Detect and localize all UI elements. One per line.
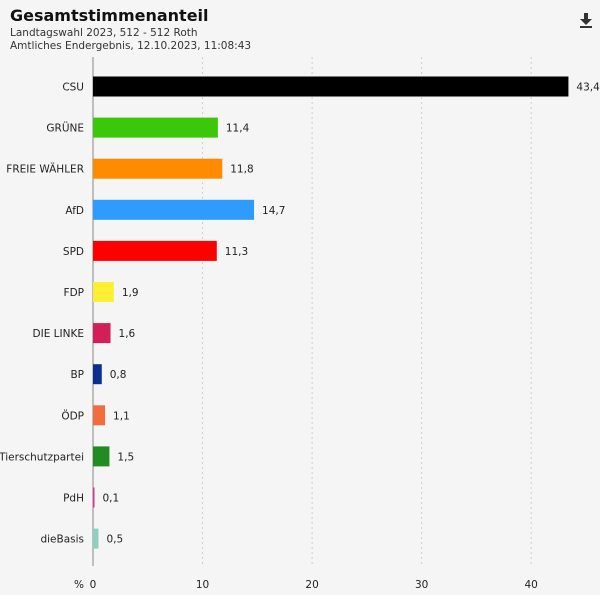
category-label: PdH [63, 493, 84, 505]
x-axis-unit: % [74, 579, 84, 591]
download-icon[interactable] [578, 12, 594, 28]
category-label: dieBasis [40, 534, 84, 546]
bar [93, 76, 569, 97]
category-label: SPD [63, 246, 84, 258]
category-label: BP [70, 369, 84, 381]
bar [93, 282, 114, 302]
category-label: AfD [65, 205, 84, 217]
value-label: 43,4 [576, 82, 600, 94]
category-label: ÖDP [61, 409, 84, 422]
value-label: 1,1 [113, 410, 130, 422]
bar [93, 446, 110, 467]
bar [93, 405, 106, 426]
category-label: DIE LINKE [33, 328, 84, 340]
x-tick-label: 40 [524, 579, 537, 591]
value-label: 1,6 [119, 328, 136, 340]
category-label: Tierschutzpartei [0, 451, 84, 463]
value-label: 11,3 [225, 246, 248, 258]
bar [93, 240, 217, 261]
value-label: 14,7 [262, 205, 285, 217]
category-label: GRÜNE [46, 122, 84, 135]
value-label: 11,8 [230, 164, 253, 176]
value-label: 1,5 [117, 451, 134, 463]
bar [93, 158, 223, 179]
chart-subtitle-result-status: Amtliches Endergebnis, 12.10.2023, 11:08… [10, 40, 252, 52]
x-tick-label: 30 [415, 579, 428, 591]
bar [93, 323, 111, 344]
bar [93, 364, 102, 385]
x-tick-label: 0 [90, 579, 97, 591]
bar [93, 199, 255, 220]
chart-title: Gesamtstimmenanteil [10, 6, 209, 25]
chart-subtitle-election: Landtagswahl 2023, 512 - 512 Roth [10, 27, 198, 39]
bar [93, 528, 99, 549]
value-label: 0,5 [106, 534, 123, 546]
category-label: FREIE WÄHLER [6, 163, 84, 176]
category-label: CSU [62, 82, 84, 94]
x-tick-label: 20 [305, 579, 318, 591]
value-label: 0,1 [103, 493, 120, 505]
bar [93, 487, 95, 508]
category-label: FDP [64, 287, 84, 299]
value-label: 0,8 [110, 369, 127, 381]
x-tick-label: 10 [196, 579, 209, 591]
bar [93, 117, 218, 138]
value-label: 1,9 [122, 287, 139, 299]
value-label: 11,4 [226, 123, 250, 135]
